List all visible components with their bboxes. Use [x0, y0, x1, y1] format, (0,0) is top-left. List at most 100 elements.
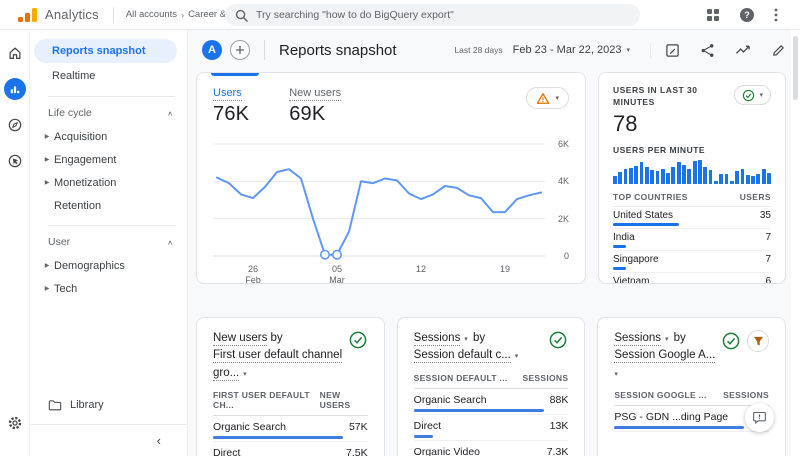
new-users-value: 69K [289, 103, 326, 125]
country-line: United States 35 [613, 210, 771, 221]
kebab-menu-icon[interactable] [774, 8, 778, 22]
home-icon[interactable] [4, 42, 26, 64]
realtime-card: USERS IN LAST 30 MINUTES ▾ 78 USERS PER … [598, 72, 786, 284]
sidebar-section-user[interactable]: User ∧ [30, 234, 187, 254]
row-bar [413, 434, 434, 438]
add-comparison-button[interactable] [230, 40, 250, 60]
table-row-organic-video: Organic Video 7.3K [414, 441, 569, 456]
search-placeholder: Try searching "how to do BigQuery export… [256, 9, 454, 21]
row-value: 7.5K [346, 446, 368, 456]
advertising-icon[interactable] [4, 150, 26, 172]
scrollbar-thumb[interactable] [793, 36, 798, 100]
search-icon [235, 9, 248, 22]
sidebar-item-demographics[interactable]: ▶ Demographics [30, 254, 187, 277]
metric-users-tab[interactable]: Users 76K [213, 87, 250, 125]
table-row-organic-search: Organic Search 88K [413, 389, 569, 415]
comparison-avatar[interactable]: A [202, 40, 222, 60]
edit-pencil-icon[interactable] [771, 43, 786, 58]
check-circle-icon[interactable] [548, 330, 568, 350]
expand-triangle-icon: ▶ [44, 263, 50, 269]
search-input[interactable]: Try searching "how to do BigQuery export… [225, 4, 640, 26]
dimension-label: First user default channel gro... [213, 349, 343, 381]
help-icon[interactable]: ? [740, 7, 754, 22]
icon-rail [0, 30, 30, 456]
minute-bar [613, 175, 617, 184]
dimension-label: Session Google A... [614, 349, 716, 364]
breadcrumb-account[interactable]: All accounts [125, 9, 178, 20]
row-name: Organic Search [413, 393, 487, 406]
minute-bar [650, 169, 654, 184]
data-quality-pill[interactable]: ▾ [734, 85, 771, 105]
line-chart-canvas [213, 143, 545, 260]
sidebar-item-label: Acquisition [54, 130, 108, 143]
table-row-line: Direct 13K [414, 420, 569, 432]
row-name: Organic Search [213, 420, 286, 433]
country-bar [613, 222, 679, 226]
feedback-button[interactable] [745, 403, 774, 432]
check-circle-icon[interactable] [348, 330, 368, 350]
country-line: Vietnam 6 [613, 276, 771, 283]
caret-down-icon: ▾ [759, 92, 763, 99]
minute-bar [644, 166, 649, 184]
users-trend-card: Users 76K New users 69K [196, 72, 586, 284]
country-line: India 7 [613, 232, 771, 243]
minute-bar [724, 173, 729, 184]
check-circle-icon[interactable] [721, 331, 741, 351]
filter-icon[interactable] [747, 330, 769, 352]
x-axis-label: 12 [415, 264, 426, 274]
metric-new-users-tab[interactable]: New users 69K [289, 87, 342, 125]
caret-down-icon: ▾ [663, 336, 669, 343]
minute-bar [756, 173, 761, 184]
share-icon[interactable] [700, 43, 715, 58]
analytics-logo-icon[interactable] [18, 7, 37, 22]
metric-column: SESSIONS [522, 372, 569, 383]
date-range-picker[interactable]: Feb 23 - Mar 22, 2023 ▾ [512, 44, 630, 56]
sidebar-item-reports-snapshot[interactable]: Reports snapshot [34, 39, 177, 63]
minute-bar [740, 168, 745, 184]
table-row-line: Organic Search 57K [213, 421, 368, 433]
metric-selector: New users by [213, 330, 348, 347]
collapse-nav-button[interactable]: ‹ [30, 424, 187, 450]
table-header: SESSION GOOGLE ... SESSIONS [614, 382, 769, 406]
country-row-vietnam: Vietnam 6 [613, 273, 771, 283]
reports-icon[interactable] [3, 78, 26, 100]
library-label: Library [70, 399, 104, 411]
dimension-selector[interactable]: Session Google A... ▾ [614, 347, 721, 382]
table-row-line: Direct 7.5K [213, 447, 368, 456]
sidebar-item-acquisition[interactable]: ▶ Acquisition [30, 125, 187, 148]
chevron-left-icon: ‹ [156, 433, 161, 448]
explore-icon[interactable] [4, 114, 26, 136]
sidebar-item-tech[interactable]: ▶ Tech [30, 277, 187, 300]
product-name: Analytics [45, 7, 99, 22]
sidebar-section-life-cycle[interactable]: Life cycle ∧ [30, 105, 187, 125]
y-axis-label: 0 [563, 251, 569, 261]
data-quality-warning-pill[interactable]: ▾ [526, 87, 569, 109]
sidebar-item-library[interactable]: Library [30, 392, 187, 418]
minute-bar [698, 159, 702, 184]
users-column: USERS [739, 191, 771, 202]
insights-icon[interactable] [735, 43, 751, 58]
row-value: 88K [549, 393, 569, 406]
sidebar-item-engagement[interactable]: ▶ Engagement [30, 148, 187, 171]
country-row-united-states: United States 35 [613, 207, 771, 229]
minute-bar [735, 170, 739, 184]
edit-comparisons-icon[interactable] [665, 43, 680, 58]
minute-bar [751, 175, 755, 184]
table-row-direct: Direct 7.5K [213, 442, 368, 456]
metric-selector[interactable]: Sessions ▾ by [413, 330, 521, 347]
caret-down-icon: ▾ [626, 47, 630, 54]
country-name: Singapore [613, 253, 659, 265]
sidebar-item-retention[interactable]: Retention [30, 194, 187, 217]
realtime-title: USERS IN LAST 30 MINUTES [613, 85, 698, 107]
country-row-singapore: Singapore 7 [613, 251, 771, 273]
sidebar-item-realtime[interactable]: Realtime [52, 70, 96, 82]
apps-grid-icon[interactable] [706, 8, 720, 22]
metric-selector[interactable]: Sessions ▾ by [614, 330, 721, 347]
row-value: 13K [549, 419, 569, 432]
dimension-selector[interactable]: Session default c... ▾ [413, 347, 521, 364]
dimension-selector[interactable]: First user default channel gro... ▾ [213, 347, 348, 382]
sidebar-item-monetization[interactable]: ▶ Monetization [30, 171, 187, 194]
admin-gear-icon[interactable] [4, 412, 26, 434]
scrollbar[interactable] [791, 30, 800, 456]
minute-bar [761, 168, 766, 184]
